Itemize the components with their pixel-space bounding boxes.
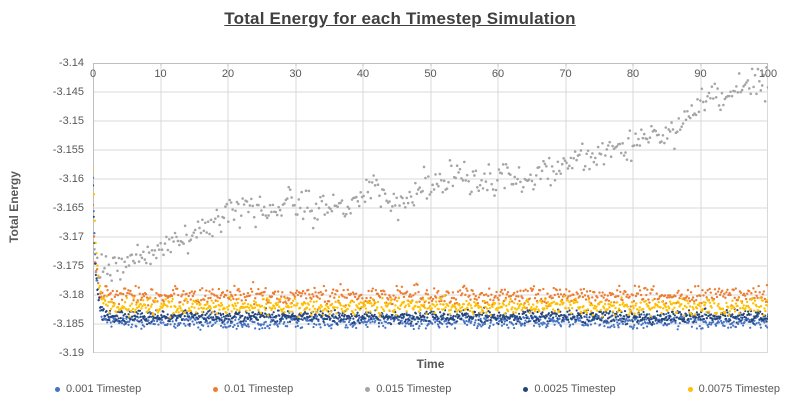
legend-marker-dot xyxy=(523,386,529,392)
x-tick-label: 80 xyxy=(626,68,640,80)
legend-marker-dot xyxy=(213,386,219,392)
chart-legend: 0.001 Timestep 0.01 Timestep 0.015 Timeste… xyxy=(55,383,780,395)
y-tick-label: -3.15 xyxy=(58,115,84,127)
legend-label: 0.01 Timestep xyxy=(224,383,294,395)
legend-label: 0.0075 Timestep xyxy=(698,383,780,395)
legend-item: 0.0075 Timestep xyxy=(687,383,780,395)
chart-title: Total Energy for each Timestep Simulatio… xyxy=(224,9,576,28)
legend-item: 0.01 Timestep xyxy=(213,383,293,395)
y-tick-label: -3.175 xyxy=(52,260,84,272)
legend-label: 0.015 Timestep xyxy=(376,383,452,395)
y-tick-label: -3.19 xyxy=(58,347,84,359)
legend-label: 0.0025 Timestep xyxy=(534,383,616,395)
y-tick-label: -3.18 xyxy=(58,289,84,301)
x-tick-label: 0 xyxy=(89,68,97,80)
legend-item: 0.0025 Timestep xyxy=(523,383,616,395)
legend-marker-dot xyxy=(365,386,371,392)
x-tick-label: 60 xyxy=(491,68,505,80)
x-axis-title: Time xyxy=(416,357,445,371)
y-tick-label: -3.16 xyxy=(58,173,84,185)
x-tick-label: 30 xyxy=(289,68,302,80)
x-tick-label: 20 xyxy=(221,68,235,80)
legend-label: 0.001 Timestep xyxy=(66,383,142,395)
legend-marker-dot xyxy=(55,386,60,392)
x-tick-label: 50 xyxy=(424,68,437,80)
x-tick-label: 70 xyxy=(559,68,572,80)
legend-item: 0.001 Timestep xyxy=(55,383,141,395)
plot-area xyxy=(93,63,768,353)
legend-marker-dot xyxy=(687,386,693,392)
y-axis-title: Total Energy xyxy=(7,171,21,243)
y-tick-label: -3.155 xyxy=(52,144,84,156)
x-tick-label: 10 xyxy=(154,68,167,80)
y-tick-label: -3.17 xyxy=(58,231,84,243)
y-tick-label: -3.185 xyxy=(52,318,84,330)
y-tick-label: -3.165 xyxy=(52,202,84,214)
y-tick-label: -3.145 xyxy=(52,86,84,98)
y-tick-label: -3.14 xyxy=(58,57,84,69)
x-tick-label: 90 xyxy=(694,68,707,80)
x-tick-label: 40 xyxy=(356,68,370,80)
legend-item: 0.015 Timestep xyxy=(365,383,451,395)
x-tick-label: 100 xyxy=(758,68,778,80)
